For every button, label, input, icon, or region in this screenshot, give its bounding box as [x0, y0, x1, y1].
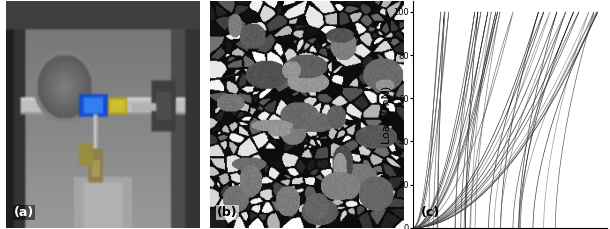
Text: (c): (c)	[421, 206, 440, 219]
Text: (b): (b)	[217, 206, 238, 219]
Y-axis label: Load (mN): Load (mN)	[382, 85, 392, 144]
Text: (a): (a)	[14, 206, 34, 219]
